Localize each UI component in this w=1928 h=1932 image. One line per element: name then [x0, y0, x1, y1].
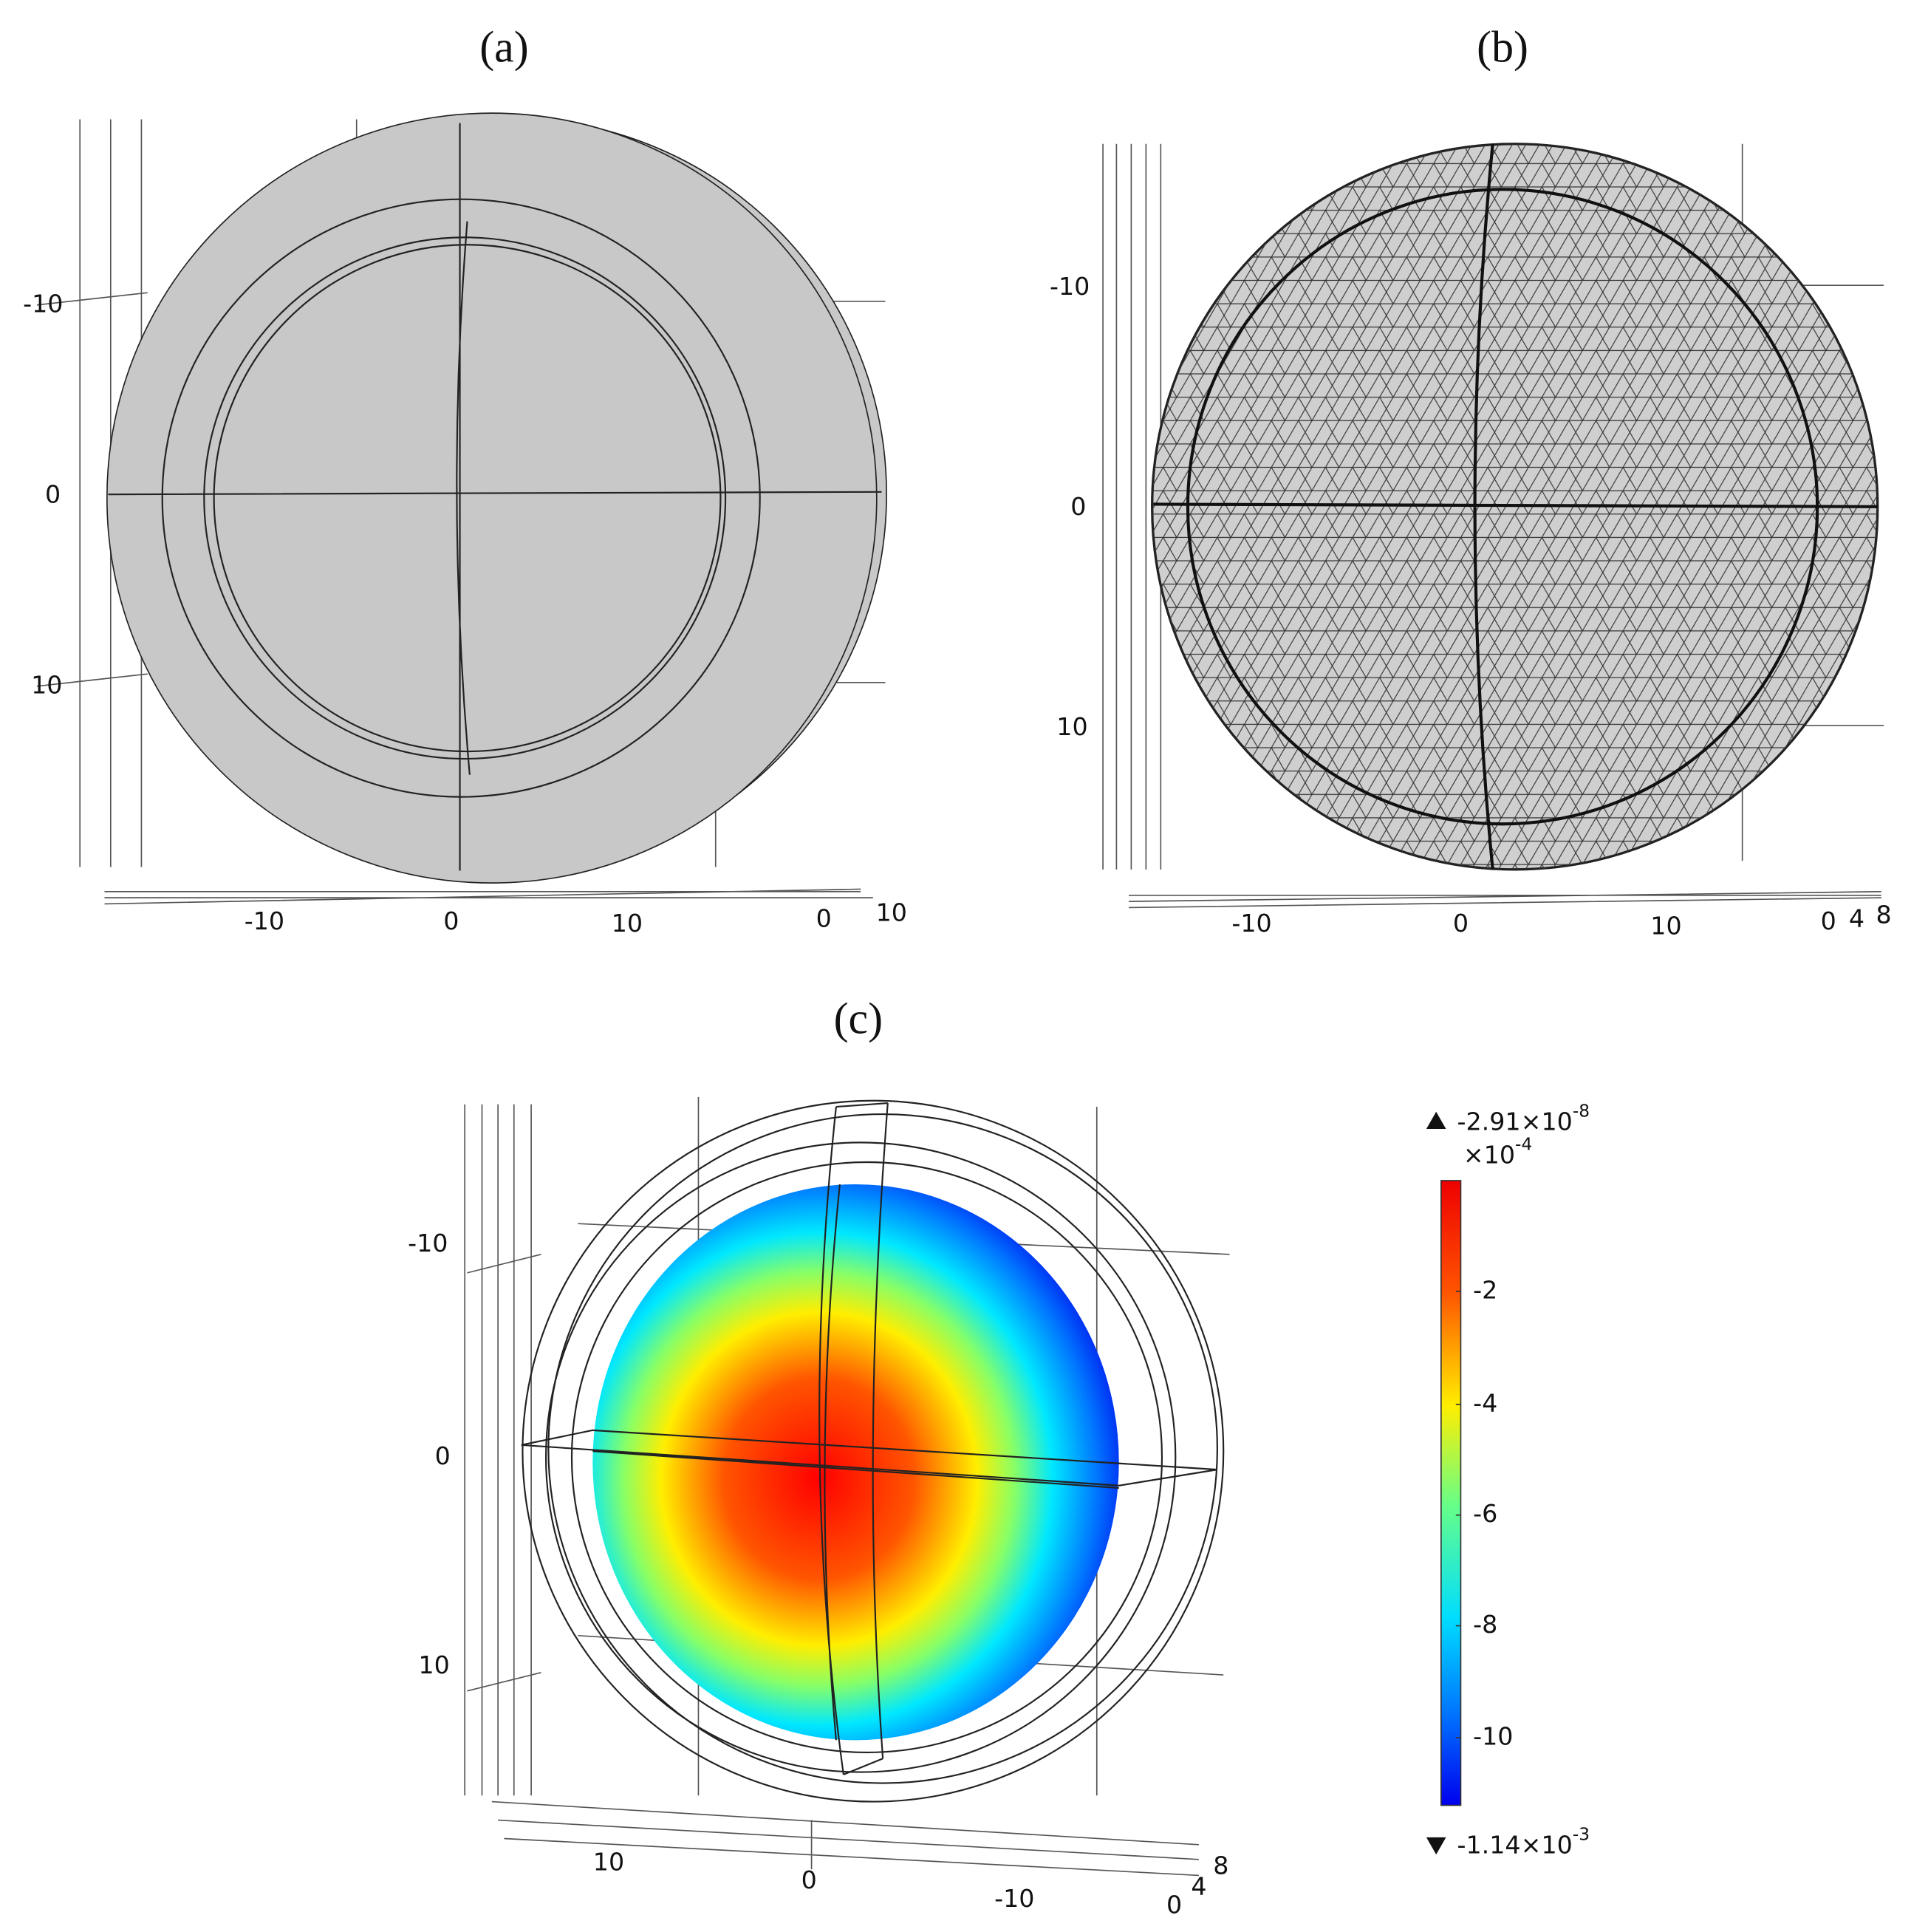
colorbar-max-base: -2.91×10 — [1457, 1107, 1572, 1136]
x-tick-label: 0 — [801, 1866, 817, 1894]
z-tick-label: 0 — [816, 904, 832, 933]
colorbar-tick-label: -10 — [1473, 1721, 1513, 1750]
z-tick-label: 0 — [1166, 1891, 1182, 1919]
colorbar-tick-label: -8 — [1473, 1610, 1497, 1639]
solution-sphere — [592, 1184, 1119, 1741]
colorbar-min-exponent: -3 — [1573, 1824, 1590, 1844]
panel-c-field — [464, 1096, 1230, 1877]
min-marker — [1426, 1837, 1446, 1855]
z-tick-label: 4 — [1849, 904, 1864, 933]
panel-label: (a) — [479, 23, 529, 72]
z-tick-label: 0 — [1821, 907, 1836, 935]
x-tick-label: -10 — [1231, 909, 1271, 938]
colorbar-min: -1.14×10-3 — [1457, 1824, 1590, 1859]
panel-b-mesh — [1102, 143, 1884, 909]
z-tick-label: 10 — [876, 898, 907, 926]
panel-label: (c) — [834, 994, 883, 1043]
y-tick-label: 10 — [418, 1651, 449, 1679]
x-tick-label: 10 — [593, 1847, 624, 1876]
x-tick-label: 10 — [1650, 912, 1681, 941]
colorbar-min-base: -1.14×10 — [1457, 1830, 1572, 1859]
colorbar-multiplier-base: ×10 — [1463, 1140, 1515, 1169]
y-tick-label: 10 — [31, 670, 62, 699]
x-tick-label: -10 — [245, 907, 284, 935]
panel-a-geometry — [36, 112, 887, 905]
colorbar-max: -2.91×10-8 — [1457, 1101, 1590, 1136]
max-marker — [1426, 1111, 1446, 1130]
colorbar-multiplier: ×10-4 — [1463, 1134, 1532, 1169]
x-tick-label: 0 — [443, 907, 459, 935]
y-tick-label: -10 — [1050, 272, 1090, 301]
x-tick-label: -10 — [994, 1884, 1034, 1913]
x-tick-label: 10 — [612, 909, 643, 938]
colorbar-multiplier-exponent: -4 — [1515, 1134, 1532, 1154]
y-tick-label: 0 — [435, 1441, 451, 1470]
colorbar-tick-label: -2 — [1473, 1275, 1497, 1304]
y-tick-label: -10 — [23, 289, 63, 318]
colorbar-max-exponent: -8 — [1573, 1101, 1590, 1121]
y-tick-label: 0 — [1070, 492, 1086, 521]
y-tick-label: 0 — [45, 479, 61, 508]
y-tick-label: -10 — [408, 1229, 448, 1257]
z-tick-label: 8 — [1876, 901, 1891, 929]
z-tick-label: 4 — [1191, 1872, 1206, 1901]
z-tick-label: 8 — [1213, 1851, 1228, 1880]
x-tick-label: 0 — [1453, 909, 1469, 938]
colorbar-tick-label: -4 — [1473, 1388, 1497, 1417]
panel-label: (b) — [1477, 23, 1528, 72]
colorbar — [1440, 1180, 1462, 1806]
colorbar-tick-label: -6 — [1473, 1499, 1497, 1528]
y-tick-label: 10 — [1056, 712, 1087, 741]
